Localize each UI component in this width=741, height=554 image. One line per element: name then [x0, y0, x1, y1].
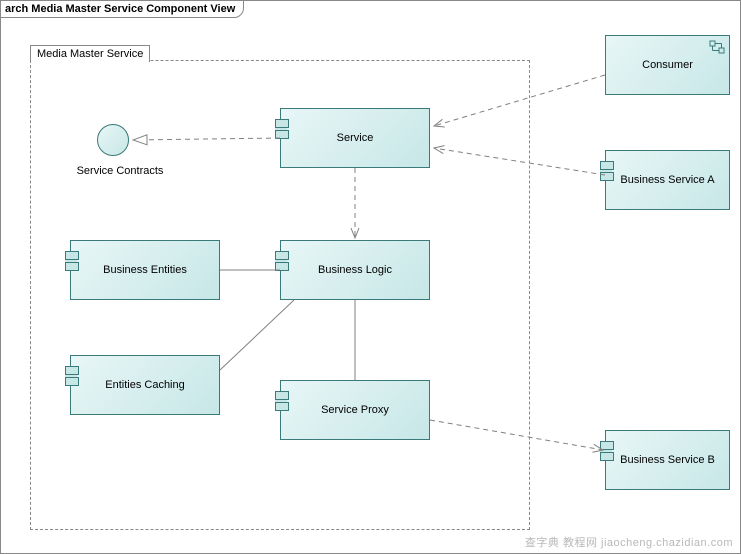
consumer-icon — [709, 40, 725, 54]
component-entities-caching: Entities Caching — [70, 355, 220, 415]
component-label: Entities Caching — [105, 379, 185, 391]
component-label: Service Proxy — [321, 404, 389, 416]
component-lugs-icon — [275, 391, 287, 411]
component-business-service-b: Business Service B — [605, 430, 730, 490]
package-title: Media Master Service — [30, 45, 150, 62]
component-lugs-icon — [65, 251, 77, 271]
component-lugs-icon — [600, 441, 612, 461]
component-lugs-icon — [600, 161, 612, 181]
component-business-logic: Business Logic — [280, 240, 430, 300]
interface-service-contracts — [97, 124, 129, 156]
interface-label: Service Contracts — [70, 165, 170, 177]
component-label: Service — [337, 132, 374, 144]
component-consumer: Consumer — [605, 35, 730, 95]
diagram-stage: arch Media Master Service Component View… — [0, 0, 741, 554]
component-business-service-a: Business Service A — [605, 150, 730, 210]
component-business-entities: Business Entities — [70, 240, 220, 300]
component-lugs-icon — [275, 251, 287, 271]
component-label: Business Service A — [620, 174, 714, 186]
component-service: Service — [280, 108, 430, 168]
component-service-proxy: Service Proxy — [280, 380, 430, 440]
component-lugs-icon — [65, 366, 77, 386]
component-label: Business Service B — [620, 454, 715, 466]
component-label: Business Entities — [103, 264, 187, 276]
watermark: 查字典 教程网 jiaocheng.chazidian.com — [525, 534, 733, 550]
component-label: Consumer — [642, 59, 693, 71]
component-lugs-icon — [275, 119, 287, 139]
component-label: Business Logic — [318, 264, 392, 276]
frame-title: arch Media Master Service Component View — [0, 0, 244, 18]
